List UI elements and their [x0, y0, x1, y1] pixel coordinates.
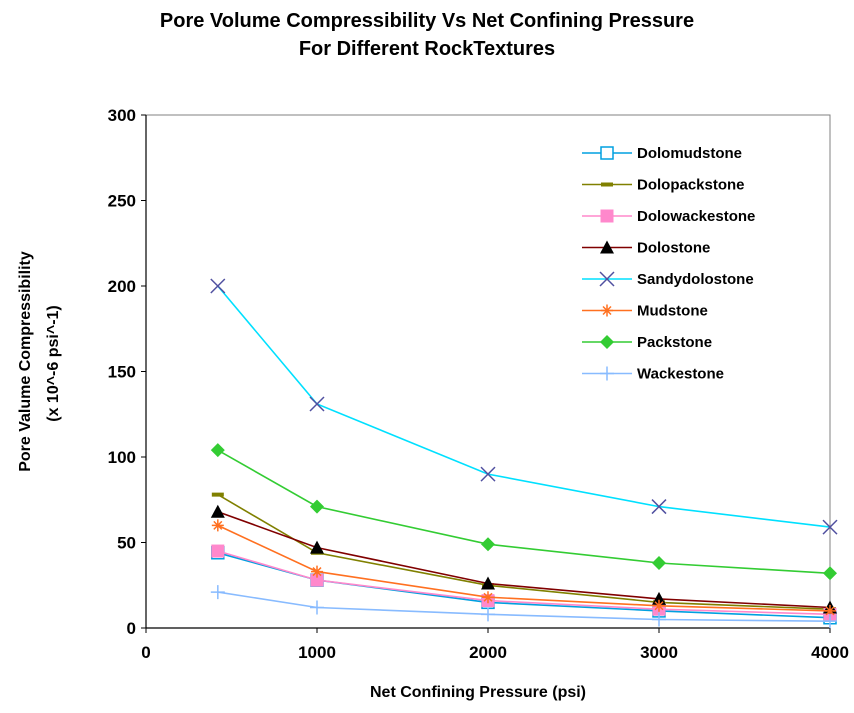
series-line-packstone [217, 449, 831, 575]
y-tick-label: 250 [108, 192, 136, 211]
data-point-dolostone [210, 504, 225, 518]
legend-marker-mudstone [601, 304, 613, 317]
y-tick-label: 100 [108, 448, 136, 467]
y-axis-label-units: (x 10^-6 psi^-1) [45, 305, 62, 422]
y-axis-label: Pore Valume Compressibility [17, 251, 34, 472]
series-dolopackstone [211, 492, 836, 612]
data-point-mudstone [311, 565, 323, 578]
data-point-sandydolostone [210, 278, 226, 294]
data-point-packstone [652, 556, 666, 571]
y-tick-label: 300 [108, 106, 136, 125]
y-tick-label: 0 [127, 619, 136, 638]
legend: Dolomudstone Dolopackstone Dolowackestone D… [582, 145, 755, 383]
x-tick-label: 3000 [640, 643, 678, 662]
data-point-wackestone [652, 612, 666, 627]
data-point-dolopackstone [211, 492, 224, 497]
data-point-sandydolostone [822, 519, 838, 535]
y-tick-label: 200 [108, 277, 136, 296]
series-dolostone [210, 504, 837, 614]
legend-marker-wackestone [600, 366, 614, 381]
data-point-sandydolostone [480, 466, 496, 482]
data-point-mudstone [211, 519, 224, 532]
legend-label-dolowackestone: Dolowackestone [637, 208, 755, 225]
y-tick-label: 50 [117, 534, 136, 553]
chart-subtitle: For Different RockTextures [298, 38, 556, 60]
data-point-dolowackestone [211, 544, 225, 558]
x-tick-label: 2000 [469, 643, 507, 662]
data-point-packstone [210, 443, 225, 458]
legend-label-sandydolostone: Sandydolostone [637, 271, 754, 288]
x-tick-label: 4000 [811, 643, 849, 662]
data-point-dolostone [310, 540, 324, 554]
legend-label-wackestone: Wackestone [637, 366, 724, 383]
series-line-wackestone [217, 591, 831, 622]
series-wackestone [210, 585, 837, 629]
legend-marker-dolopackstone [601, 182, 613, 187]
legend-marker-dolostone [600, 240, 614, 254]
legend-label-dolostone: Dolostone [637, 240, 710, 257]
chart-title: Pore Volume Compressibility Vs Net Confi… [159, 10, 695, 32]
data-point-sandydolostone [651, 499, 667, 515]
series-line-dolopackstone [217, 493, 831, 610]
data-point-wackestone [481, 607, 495, 622]
legend-marker-sandydolostone [599, 271, 615, 287]
data-point-mudstone [824, 604, 836, 617]
legend-marker-dolomudstone [600, 146, 614, 160]
series-line-dolostone [217, 510, 831, 609]
series-sandydolostone [210, 278, 838, 535]
legend-label-dolopackstone: Dolopackstone [637, 177, 745, 194]
legend-marker-packstone [600, 335, 614, 349]
data-point-wackestone [310, 600, 324, 615]
x-tick-label: 0 [141, 643, 150, 662]
series-packstone [210, 443, 837, 581]
series-line-sandydolostone [217, 285, 831, 528]
series-mudstone [211, 519, 836, 617]
data-point-packstone [823, 566, 837, 581]
data-point-dolostone [481, 576, 495, 590]
data-point-mudstone [482, 591, 494, 604]
data-point-packstone [310, 499, 324, 514]
data-point-mudstone [653, 599, 665, 612]
data-point-packstone [481, 537, 495, 552]
x-axis-label: Net Confining Pressure (psi) [370, 684, 586, 701]
data-point-sandydolostone [309, 396, 325, 412]
x-tick-label: 1000 [298, 643, 336, 662]
data-point-wackestone [210, 585, 225, 600]
data-point-wackestone [823, 614, 837, 629]
legend-label-mudstone: Mudstone [637, 303, 708, 320]
legend-label-dolomudstone: Dolomudstone [637, 145, 742, 162]
legend-label-packstone: Packstone [637, 334, 712, 351]
legend-marker-dolowackestone [600, 209, 614, 223]
y-tick-label: 150 [108, 363, 136, 382]
